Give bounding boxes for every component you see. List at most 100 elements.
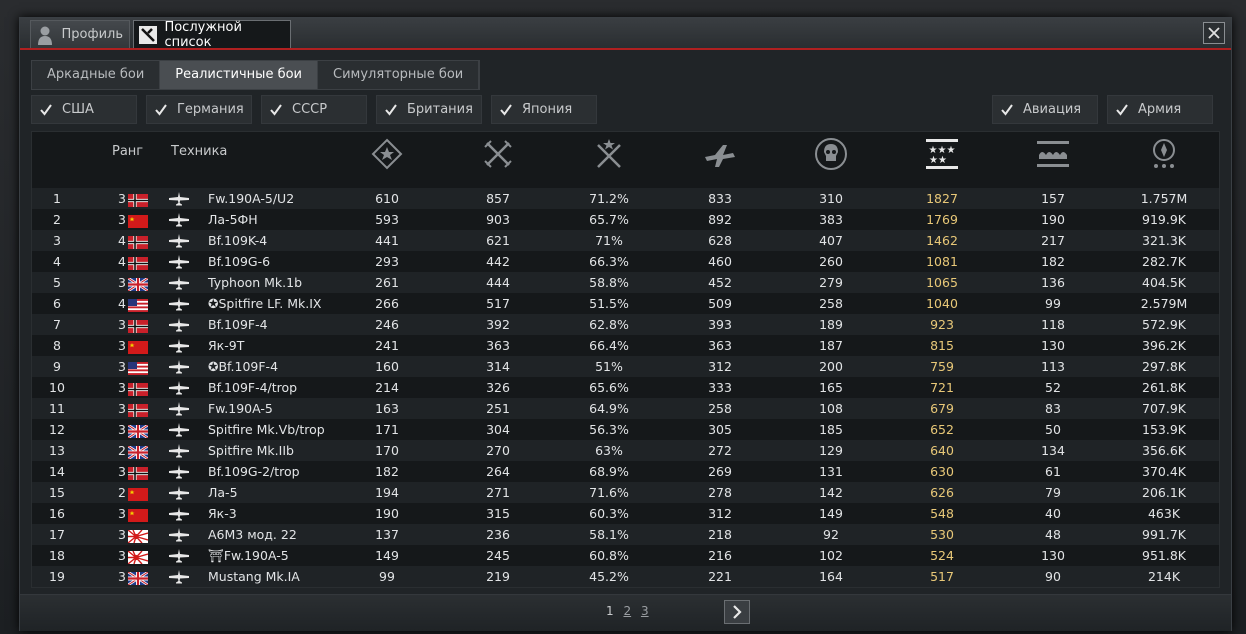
vehicle-name: Typhoon Mk.1b	[208, 275, 303, 290]
table-row[interactable]: 6 4 ✪Spitfire LF. Mk.IX 266 517 51.5% 509 258 10…	[32, 293, 1219, 314]
battles-icon[interactable]	[481, 137, 515, 171]
deaths-icon[interactable]	[814, 137, 848, 171]
money-icon[interactable]	[1147, 137, 1181, 171]
mode-arcade[interactable]: Аркадные бои	[32, 61, 161, 89]
money-value: 991.7K	[1142, 527, 1186, 542]
score-icon[interactable]: ★★★ ★★	[925, 137, 959, 171]
flights-value: 833	[708, 191, 732, 206]
rank-value: 3	[118, 401, 126, 416]
score-value: 640	[930, 443, 954, 458]
table-row[interactable]: 9 3 ✪Bf.109F-4 160 314 51% 312 200 759 113 297.8K	[32, 356, 1219, 377]
table-row[interactable]: 3 4 Bf.109K-4 441 621 71% 628 407 1462 217 321.3K	[32, 230, 1219, 251]
filter-aviation[interactable]: Авиация	[992, 95, 1098, 124]
battles-value: 444	[486, 275, 510, 290]
score-value: 679	[930, 401, 954, 416]
deaths-value: 165	[819, 380, 843, 395]
table-row[interactable]: 18 3 ⛩Fw.190A-5 149 245 60.8% 216 102 524 130 951.…	[32, 545, 1219, 566]
column-rank-header[interactable]: Ранг	[112, 144, 144, 159]
flights-value: 272	[708, 443, 732, 458]
table-row[interactable]: 2 3 Ла-5ФН 593 903 65.7% 892 383 1769 190 919.9K	[32, 209, 1219, 230]
table-row[interactable]: 19 3 Mustang Mk.IA 99 219 45.2% 221 164 517 90 214…	[32, 566, 1219, 587]
flights-value: 892	[708, 212, 732, 227]
tab-profile[interactable]: Профиль	[30, 20, 130, 48]
table-row[interactable]: 14 3 Bf.109G-2/trop 182 264 68.9% 269 131 630 61 3…	[32, 461, 1219, 482]
wins-value: 71%	[595, 233, 623, 248]
aircraft-icon	[168, 401, 190, 416]
next-page-button[interactable]	[724, 600, 750, 624]
deaths-value: 102	[819, 548, 843, 563]
activity-value: 130	[1041, 548, 1065, 563]
table-row[interactable]: 1 3 Fw.190A-5/U2 610 857 71.2% 833 310 1827 157 1.…	[32, 188, 1219, 209]
rank-value: 3	[118, 359, 126, 374]
aircraft-icon	[168, 254, 190, 269]
table-row[interactable]: 5 3 Typhoon Mk.1b 261 444 58.8% 452 279 1065 136 4…	[32, 272, 1219, 293]
table-row[interactable]: 4 4 Bf.109G-6 293 442 66.3% 460 260 1081 182 282.7…	[32, 251, 1219, 272]
close-button[interactable]	[1203, 22, 1225, 44]
filter-army[interactable]: Армия	[1107, 95, 1213, 124]
flights-icon[interactable]	[703, 137, 737, 171]
flights-value: 509	[708, 296, 732, 311]
column-vehicle-header[interactable]: Техника	[171, 144, 228, 159]
wins-value: 64.9%	[589, 401, 629, 416]
table-row[interactable]: 7 3 Bf.109F-4 246 392 62.8% 393 189 923 118 572.9K	[32, 314, 1219, 335]
checkmark-icon	[1114, 102, 1130, 118]
row-number: 9	[53, 359, 61, 374]
filter-usa[interactable]: США	[31, 95, 137, 124]
row-number: 2	[53, 212, 61, 227]
flights-value: 333	[708, 380, 732, 395]
battles-value: 270	[486, 443, 510, 458]
score-value: 652	[930, 422, 954, 437]
row-number: 17	[49, 527, 65, 542]
aircraft-icon	[168, 569, 190, 584]
mode-simulator[interactable]: Симуляторные бои	[318, 61, 480, 89]
activity-icon[interactable]	[1036, 137, 1070, 171]
score-value: 1462	[926, 233, 958, 248]
svg-text:★★★: ★★★	[929, 145, 956, 156]
table-row[interactable]: 16 3 Як-3 190 315 60.3% 312 149 548 40 463K	[32, 503, 1219, 524]
aircraft-icon	[168, 548, 190, 563]
deaths-value: 258	[819, 296, 843, 311]
aircraft-icon	[168, 464, 190, 479]
table-row[interactable]: 11 3 Fw.190A-5 163 251 64.9% 258 108 679 83 707.9K	[32, 398, 1219, 419]
table-row[interactable]: 13 2 Spitfire Mk.IIb 170 270 63% 272 129 640 134 3…	[32, 440, 1219, 461]
filter-britain[interactable]: Британия	[376, 95, 482, 124]
tab-service-record[interactable]: Послужной список	[133, 19, 291, 50]
tab-service-record-label: Послужной список	[164, 19, 242, 50]
kills-value: 593	[375, 212, 399, 227]
germany-flag-icon	[128, 192, 148, 207]
battles-value: 363	[486, 338, 510, 353]
vehicle-name: Ла-5ФН	[208, 212, 258, 227]
activity-value: 50	[1045, 422, 1061, 437]
flights-value: 221	[708, 569, 732, 584]
row-number: 16	[49, 506, 65, 521]
vehicle-name: Bf.109F-4/trop	[208, 380, 298, 395]
wins-icon[interactable]	[592, 137, 626, 171]
vehicle-name: Spitfire Mk.Vb/trop	[208, 422, 325, 437]
table-row[interactable]: 10 3 Bf.109F-4/trop 214 326 65.6% 333 165 721 52 2…	[32, 377, 1219, 398]
table-row[interactable]: 12 3 Spitfire Mk.Vb/trop 171 304 56.3% 305 185 6…	[32, 419, 1219, 440]
filter-japan[interactable]: Япония	[491, 95, 597, 124]
kills-icon[interactable]	[370, 137, 404, 171]
page-link-2[interactable]: 2	[623, 604, 632, 618]
vehicle-name: Як-9Т	[208, 338, 245, 353]
rank-value: 4	[118, 233, 126, 248]
score-value: 815	[930, 338, 954, 353]
svg-text:★★: ★★	[929, 155, 947, 166]
page-link-3[interactable]: 3	[640, 604, 649, 618]
filter-germany[interactable]: Германия	[146, 95, 252, 124]
deaths-value: 149	[819, 506, 843, 521]
mode-realistic[interactable]: Реалистичные бои	[160, 61, 318, 89]
score-value: 1040	[926, 296, 958, 311]
filter-ussr[interactable]: СССР	[261, 95, 367, 124]
checkmark-icon	[153, 102, 169, 118]
deaths-value: 383	[819, 212, 843, 227]
battles-value: 903	[486, 212, 510, 227]
aircraft-icon	[168, 380, 190, 395]
table-row[interactable]: 15 2 Ла-5 194 271 71.6% 278 142 626 79 206.1K	[32, 482, 1219, 503]
aircraft-icon	[168, 338, 190, 353]
flights-value: 460	[708, 254, 732, 269]
wins-value: 63%	[595, 443, 623, 458]
table-row[interactable]: 17 3 A6M3 мод. 22 137 236 58.1% 218 92 530 48 991.…	[32, 524, 1219, 545]
table-row[interactable]: 8 3 Як-9Т 241 363 66.4% 363 187 815 130 396.2K	[32, 335, 1219, 356]
aircraft-icon	[168, 527, 190, 542]
